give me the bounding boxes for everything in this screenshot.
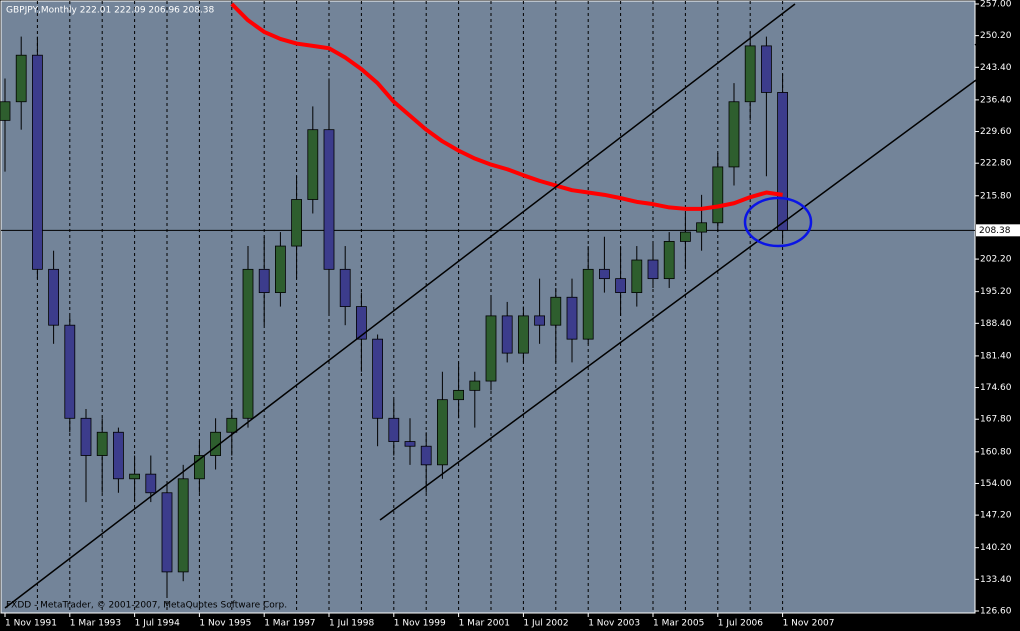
candle-body — [226, 417, 238, 433]
y-tick-label: 222.80 — [980, 159, 1012, 169]
candle-body — [177, 478, 189, 573]
x-tick-label: 1 Nov 1999 — [394, 619, 446, 629]
candle-body — [631, 259, 643, 294]
y-tick-label: 181.40 — [980, 351, 1012, 361]
candle-body — [436, 399, 448, 466]
candle-body — [129, 473, 141, 480]
x-tick-label: 1 Nov 2007 — [783, 619, 835, 629]
last-price-box — [976, 224, 1020, 237]
candle-body — [728, 101, 740, 168]
candle-body — [761, 45, 772, 93]
candle-body — [339, 268, 351, 307]
y-tick-label: 160.80 — [980, 447, 1012, 457]
candle-body — [485, 315, 497, 382]
candle-body — [469, 380, 481, 391]
x-tick-label: 1 Jul 1998 — [329, 619, 374, 629]
candle-body — [291, 199, 303, 247]
y-tick-label: 154.00 — [980, 479, 1012, 489]
x-tick-label: 1 Mar 1993 — [70, 619, 121, 629]
candle-body — [534, 315, 545, 326]
candle-body — [550, 296, 562, 326]
x-tick-label: 1 Jul 2002 — [523, 619, 568, 629]
candle-body — [599, 268, 610, 280]
candle-body — [48, 268, 59, 326]
candle-body — [777, 92, 788, 231]
candle-body — [307, 129, 319, 200]
candle-body — [258, 268, 270, 294]
y-tick-label: 167.80 — [980, 415, 1012, 425]
candle-body — [582, 268, 594, 340]
candle-body — [712, 166, 724, 224]
candle-body — [32, 54, 43, 270]
y-tick-label: 250.20 — [980, 31, 1012, 41]
candle-body — [64, 324, 76, 419]
candle-body — [647, 259, 659, 280]
candle-body — [355, 306, 367, 340]
y-tick-label: 147.20 — [980, 511, 1012, 521]
candle-body — [274, 245, 286, 294]
candle-body — [453, 389, 465, 401]
y-tick-label: 257.00 — [980, 0, 1012, 10]
y-tick-label: 140.20 — [980, 543, 1012, 553]
candle-body — [145, 473, 157, 494]
y-tick-label: 133.40 — [980, 575, 1012, 585]
y-tick-label: 174.60 — [980, 383, 1012, 393]
candle-body — [680, 231, 691, 242]
candle-body — [566, 296, 578, 340]
moving-average — [230, 2, 783, 211]
footer: FXDD - MetaTrader, © 2001-2007, MetaQuot… — [6, 601, 287, 611]
y-tick-label: 229.60 — [980, 127, 1012, 137]
y-tick-label: 236.40 — [980, 95, 1012, 105]
candle-body — [518, 315, 529, 354]
x-tick-label: 1 Nov 1991 — [5, 619, 57, 629]
candle-body — [193, 455, 205, 480]
x-tick-label: 1 Jul 2006 — [718, 619, 763, 629]
candle-body — [388, 417, 400, 442]
candle-body — [242, 268, 254, 419]
candle-body — [744, 45, 756, 103]
plot-area — [0, 0, 976, 614]
candle-body — [0, 101, 11, 121]
candle-body — [372, 338, 384, 419]
y-tick-label: 188.40 — [980, 319, 1012, 329]
candle-body — [80, 417, 92, 456]
y-tick-label: 202.20 — [980, 255, 1012, 265]
candle-body — [161, 492, 173, 573]
x-tick-label: 1 Mar 1997 — [264, 619, 315, 629]
chart-title: GBPJPY,Monthly 222.01 222.09 206.96 208.… — [6, 6, 215, 16]
candle-body — [404, 441, 416, 447]
last-price-label: 208.38 — [979, 226, 1011, 236]
y-tick-label: 215.80 — [980, 191, 1012, 201]
x-tick-label: 1 Jul 1994 — [135, 619, 180, 629]
candle-body — [663, 241, 675, 280]
x-tick-label: 1 Nov 2003 — [588, 619, 640, 629]
y-tick-label: 243.40 — [980, 63, 1012, 73]
x-tick-label: 1 Mar 2005 — [653, 619, 704, 629]
candle-body — [113, 431, 124, 480]
trend-line — [4, 3, 796, 609]
candle-body — [323, 129, 335, 270]
trend-line — [379, 54, 1011, 521]
candle-body — [501, 315, 513, 354]
marks — [0, 2, 788, 596]
candle-body — [420, 445, 432, 466]
candle-body — [15, 54, 27, 103]
candle-body — [696, 222, 707, 233]
x-tick-label: 1 Nov 1995 — [199, 619, 251, 629]
y-tick-label: 195.20 — [980, 287, 1012, 297]
highlight-ellipse — [743, 196, 813, 248]
y-tick-label: 126.60 — [980, 607, 1012, 617]
x-tick-label: 1 Mar 2001 — [459, 619, 510, 629]
trend-line — [974, 19, 1011, 46]
candle-body — [96, 431, 108, 456]
candle-body — [615, 278, 626, 294]
